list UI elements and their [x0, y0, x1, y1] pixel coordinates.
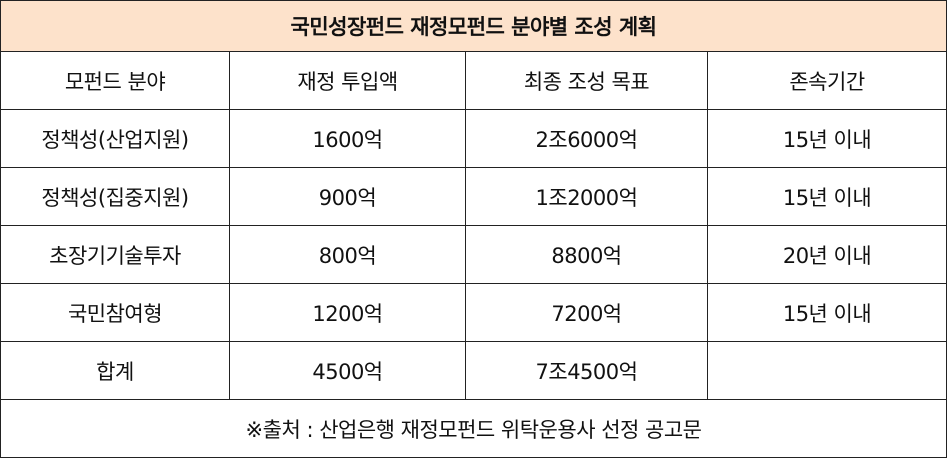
- header-row: 모펀드 분야 재정 투입액 최종 조성 목표 존속기간: [0, 51, 948, 110]
- table-cell: 15년 이내: [706, 167, 948, 226]
- table-row: 정책성(산업지원) 1600억 2조6000억 15년 이내: [0, 109, 948, 168]
- table-row: 정책성(집중지원) 900억 1조2000억 15년 이내: [0, 167, 948, 226]
- table-cell: 2조6000억: [465, 109, 708, 168]
- header-cell: 최종 조성 목표: [465, 51, 708, 110]
- table-cell: 900억: [229, 167, 466, 226]
- table-row: 합계 4500억 7조4500억: [0, 341, 948, 400]
- table-cell: 800억: [229, 225, 466, 284]
- source-row: ※출처 : 산업은행 재정모펀드 위탁운용사 선정 공고문: [0, 399, 948, 458]
- table-cell: 1조2000억: [465, 167, 708, 226]
- table-cell: 정책성(산업지원): [0, 109, 230, 168]
- title-row: 국민성장펀드 재정모펀드 분야별 조성 계획: [0, 0, 948, 52]
- table-cell: 합계: [0, 341, 230, 400]
- table-row: 국민참여형 1200억 7200억 15년 이내: [0, 283, 948, 342]
- table-cell: 8800억: [465, 225, 708, 284]
- table-cell: 1600억: [229, 109, 466, 168]
- table-cell: [706, 341, 948, 400]
- header-cell: 모펀드 분야: [0, 51, 230, 110]
- table-title: 국민성장펀드 재정모펀드 분야별 조성 계획: [0, 0, 948, 52]
- table-row: 초장기기술투자 800억 8800억 20년 이내: [0, 225, 948, 284]
- table-cell: 20년 이내: [706, 225, 948, 284]
- table-cell: 15년 이내: [706, 283, 948, 342]
- table-cell: 15년 이내: [706, 109, 948, 168]
- table-cell: 초장기기술투자: [0, 225, 230, 284]
- table-cell: 국민참여형: [0, 283, 230, 342]
- table-cell: 1200억: [229, 283, 466, 342]
- header-cell: 재정 투입액: [229, 51, 466, 110]
- table-cell: 7조4500억: [465, 341, 708, 400]
- source-note: ※출처 : 산업은행 재정모펀드 위탁운용사 선정 공고문: [0, 399, 948, 458]
- table-cell: 4500억: [229, 341, 466, 400]
- table-cell: 정책성(집중지원): [0, 167, 230, 226]
- header-cell: 존속기간: [706, 51, 948, 110]
- table-cell: 7200억: [465, 283, 708, 342]
